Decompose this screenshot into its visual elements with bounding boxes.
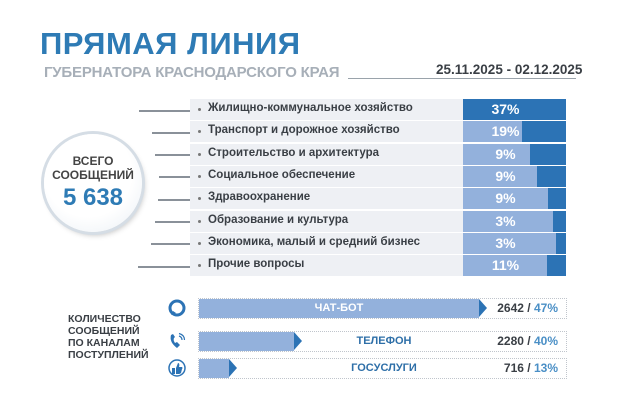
topic-row: Экономика, малый и средний бизнес 3% [190, 232, 566, 254]
page-title: ПРЯМАЯ ЛИНИЯ [40, 26, 301, 61]
phone-icon [168, 332, 186, 350]
channels-title-line: ПОСТУПЛЕНИЙ [68, 349, 149, 361]
topic-bar-light [463, 121, 522, 143]
connector-line [155, 154, 190, 157]
bullet-icon [198, 197, 201, 201]
topic-bar: 11% [463, 255, 566, 277]
topic-bar: 9% [463, 165, 566, 187]
topic-bar-light [463, 143, 530, 165]
topic-label: Образование и культура [208, 213, 349, 226]
topic-row: Образование и культура 3% [190, 210, 566, 232]
date-range: 25.11.2025 - 02.12.2025 [436, 62, 583, 77]
chat-bubble-icon [168, 299, 186, 317]
topic-percent: 11% [491, 257, 520, 274]
topic-label: Социальное обеспечение [208, 168, 356, 181]
topic-percent: 37% [491, 101, 520, 117]
channel-bar [199, 359, 229, 378]
topic-row: Жилищно-коммунальное хозяйство 37% [190, 99, 566, 120]
connector-line [152, 131, 190, 134]
topic-bar: 3% [463, 210, 566, 232]
bullet-icon [198, 152, 201, 156]
topic-bar-light [463, 232, 556, 254]
bullet-icon [198, 219, 201, 223]
bullet-icon [198, 174, 201, 178]
chevron-icon [229, 359, 237, 377]
channel-count: 2642 [497, 301, 524, 315]
topic-bar: 9% [463, 188, 566, 210]
total-value: 5 638 [62, 184, 124, 211]
bullet-icon [198, 108, 201, 111]
total-messages-badge: ВСЕГО СООБЩЕНИЙ 5 638 [44, 134, 142, 232]
page-subtitle: ГУБЕРНАТОРА КРАСНОДАРСКОГО КРАЯ [44, 64, 340, 81]
topic-row: Социальное обеспечение 9% [190, 165, 566, 187]
channels-title-line: ПО КАНАЛАМ [68, 337, 140, 349]
topic-percent: 3% [495, 212, 516, 229]
channel-name: ГОСУСЛУГИ [351, 362, 417, 374]
topic-bar-light [463, 188, 548, 210]
topic-bar-light [463, 255, 547, 277]
channel-percent: 47% [533, 301, 558, 315]
channel-percent: 40% [533, 334, 558, 348]
topic-bar: 37% [463, 99, 566, 120]
channel-value: 716 / 13% [503, 361, 558, 375]
topic-row: Здравоохранение 9% [190, 188, 566, 210]
divider [348, 78, 576, 79]
channel-name: ТЕЛЕФОН [356, 335, 412, 347]
channel-count: 716 [503, 361, 524, 375]
topic-percent: 19% [491, 123, 520, 140]
channel-percent: 13% [533, 361, 558, 375]
topic-bar-light [463, 165, 537, 187]
connector-line [157, 198, 190, 201]
topic-percent: 9% [495, 145, 516, 162]
topic-bar: 3% [463, 232, 566, 254]
connector-line [137, 265, 190, 268]
topic-percent: 9% [495, 167, 516, 184]
connector-line [158, 176, 190, 179]
total-label-2: СООБЩЕНИЙ [52, 168, 134, 182]
topic-label: Жилищно-коммунальное хозяйство [208, 102, 413, 114]
topic-row: Прочие вопросы 11% [190, 255, 566, 277]
topic-label: Прочие вопросы [208, 258, 305, 271]
bullet-icon [198, 130, 201, 134]
topic-bar-light [463, 210, 553, 232]
topic-label: Строительство и архитектура [208, 146, 379, 159]
topic-percent: 9% [495, 190, 516, 207]
topic-row: Строительство и архитектура 9% [190, 143, 566, 165]
channels-title-line: СООБЩЕНИЙ [68, 325, 140, 337]
total-label-1: ВСЕГО [72, 154, 114, 168]
connector-line [138, 109, 190, 112]
channel-count: 2280 [497, 334, 524, 348]
topic-percent: 3% [495, 234, 516, 251]
channel-row: ЧАТ-БОТ 2642 / 47% [198, 298, 567, 319]
topic-label: Здравоохранение [208, 191, 311, 204]
connector-line [154, 221, 190, 223]
channels-title-line: КОЛИЧЕСТВО [68, 313, 141, 325]
channel-row: ГОСУСЛУГИ 716 / 13% [198, 358, 567, 379]
channel-bar [199, 299, 479, 318]
topic-bar: 9% [463, 143, 566, 165]
topic-label: Экономика, малый и средний бизнес [208, 235, 421, 248]
channel-row: ТЕЛЕФОН 2280 / 40% [198, 331, 567, 352]
topic-row: Транспорт и дорожное хозяйство 19% [190, 121, 566, 143]
channel-value: 2642 / 47% [497, 301, 558, 315]
bullet-icon [198, 241, 201, 245]
connector-line [151, 243, 190, 246]
channel-name: ЧАТ-БОТ [314, 302, 364, 314]
chevron-icon [294, 332, 302, 350]
topic-bar: 19% [463, 121, 566, 143]
topic-label: Транспорт и дорожное хозяйство [208, 124, 400, 137]
bullet-icon [198, 264, 201, 268]
channels-title: КОЛИЧЕСТВО СООБЩЕНИЙ ПО КАНАЛАМ ПОСТУПЛЕ… [68, 313, 149, 361]
channel-bar [199, 332, 294, 351]
chevron-icon [479, 299, 487, 317]
channel-value: 2280 / 40% [497, 334, 558, 348]
thumbs-up-icon [168, 359, 186, 377]
